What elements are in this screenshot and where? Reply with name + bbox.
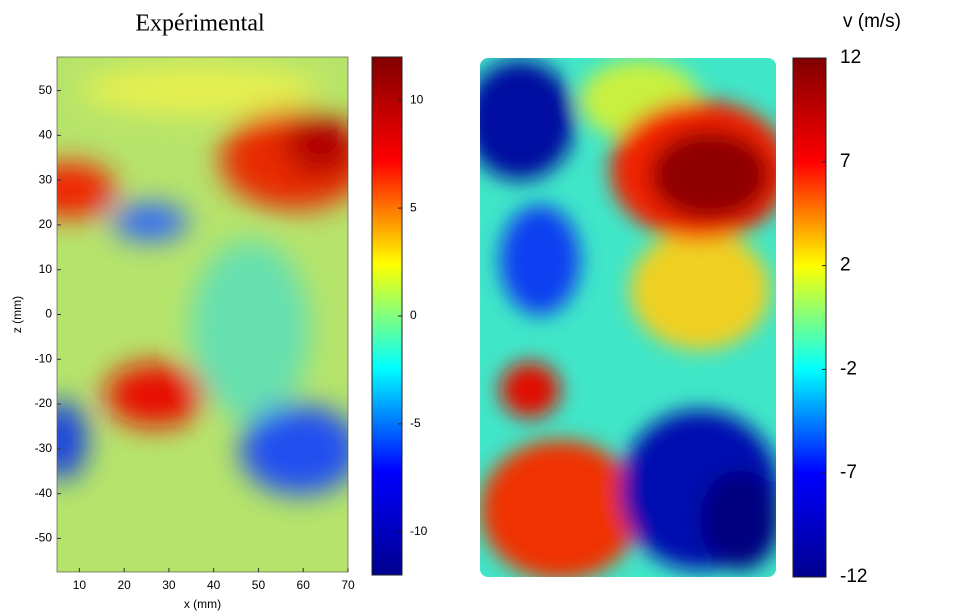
x-tick-label: 10: [73, 578, 87, 592]
colorbar-tick-label: -7: [840, 462, 857, 483]
x-tick-label: 40: [207, 578, 221, 592]
field-left: [57, 57, 348, 572]
x-tick-label: 50: [252, 578, 266, 592]
y-tick-label: 0: [45, 307, 52, 321]
y-tick-label: 50: [39, 83, 53, 97]
colorbar-tick-label: 7: [840, 151, 851, 172]
y-tick-label: -30: [35, 441, 53, 455]
y-tick-label: 10: [39, 262, 53, 276]
y-tick-label: -10: [35, 351, 53, 365]
field-right: [480, 58, 776, 577]
colorbar-tick-label: 12: [840, 47, 861, 68]
colorbar: [792, 57, 827, 578]
y-axis-label: z (mm): [10, 296, 24, 333]
chart-title: Expérimental: [135, 11, 265, 37]
colorbar-tick-label: 10: [410, 92, 424, 106]
colorbar-label: v (m/s): [843, 11, 901, 32]
y-tick-label: 30: [39, 172, 53, 186]
x-axis-label: x (mm): [184, 597, 221, 611]
y-tick-label: -40: [35, 486, 53, 500]
colorbar-tick-label: -10: [410, 524, 428, 538]
colorbar-tick-label: -12: [840, 566, 867, 587]
y-tick-label: -20: [35, 396, 53, 410]
colorbar: [371, 56, 403, 576]
x-tick-label: 30: [162, 578, 176, 592]
y-tick-label: 20: [39, 217, 53, 231]
colorbar-tick-label: 2: [840, 255, 851, 276]
colorbar-tick-label: 0: [410, 308, 417, 322]
x-tick-label: 60: [297, 578, 311, 592]
colorbar-tick-label: -2: [840, 358, 857, 379]
y-tick-label: 40: [39, 128, 53, 142]
y-tick-label: -50: [35, 531, 53, 545]
x-tick-label: 70: [341, 578, 355, 592]
colorbar-tick-label: 5: [410, 200, 417, 214]
colorbar-tick-label: -5: [410, 416, 421, 430]
x-tick-label: 20: [117, 578, 131, 592]
